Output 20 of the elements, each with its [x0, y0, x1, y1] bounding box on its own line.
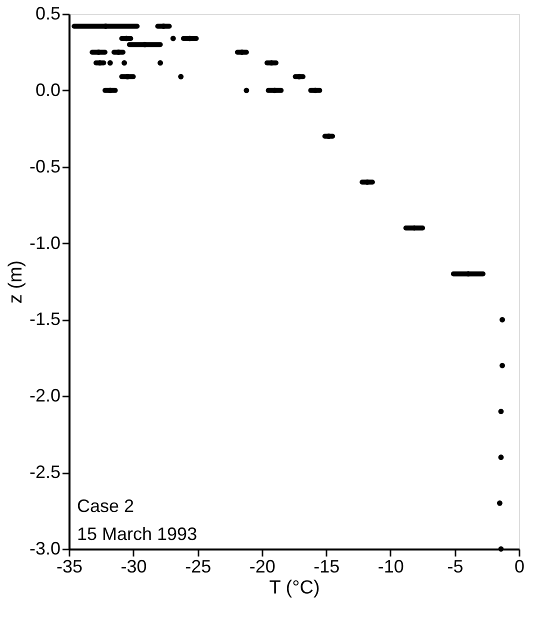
x-tick-label: -20 — [249, 556, 276, 576]
y-tick-label: -1.0 — [29, 232, 60, 253]
y-tick-label: -0.5 — [29, 156, 60, 176]
y-tick-label: -3.0 — [29, 538, 60, 558]
y-tick-label: -1.5 — [29, 309, 60, 330]
y-axis-title: z (m) — [5, 260, 26, 304]
x-tick-label: -10 — [378, 556, 404, 576]
annotation: Case 2 — [77, 496, 134, 516]
y-tick-label: -2.5 — [29, 462, 60, 482]
annotation: 15 March 1993 — [77, 524, 198, 544]
x-tick-label: -5 — [447, 556, 464, 576]
x-tick-label: -15 — [314, 556, 340, 576]
y-tick-label: -2.0 — [29, 386, 60, 406]
x-tick-label: -25 — [185, 556, 212, 576]
x-tick-label: 0 — [514, 556, 525, 576]
x-tick-label: -30 — [120, 556, 147, 576]
x-axis-title: T (°C) — [269, 578, 320, 598]
y-tick-label: 0.5 — [35, 4, 60, 24]
y-tick-label: 0.0 — [35, 80, 60, 100]
x-tick-label: -35 — [56, 556, 83, 576]
